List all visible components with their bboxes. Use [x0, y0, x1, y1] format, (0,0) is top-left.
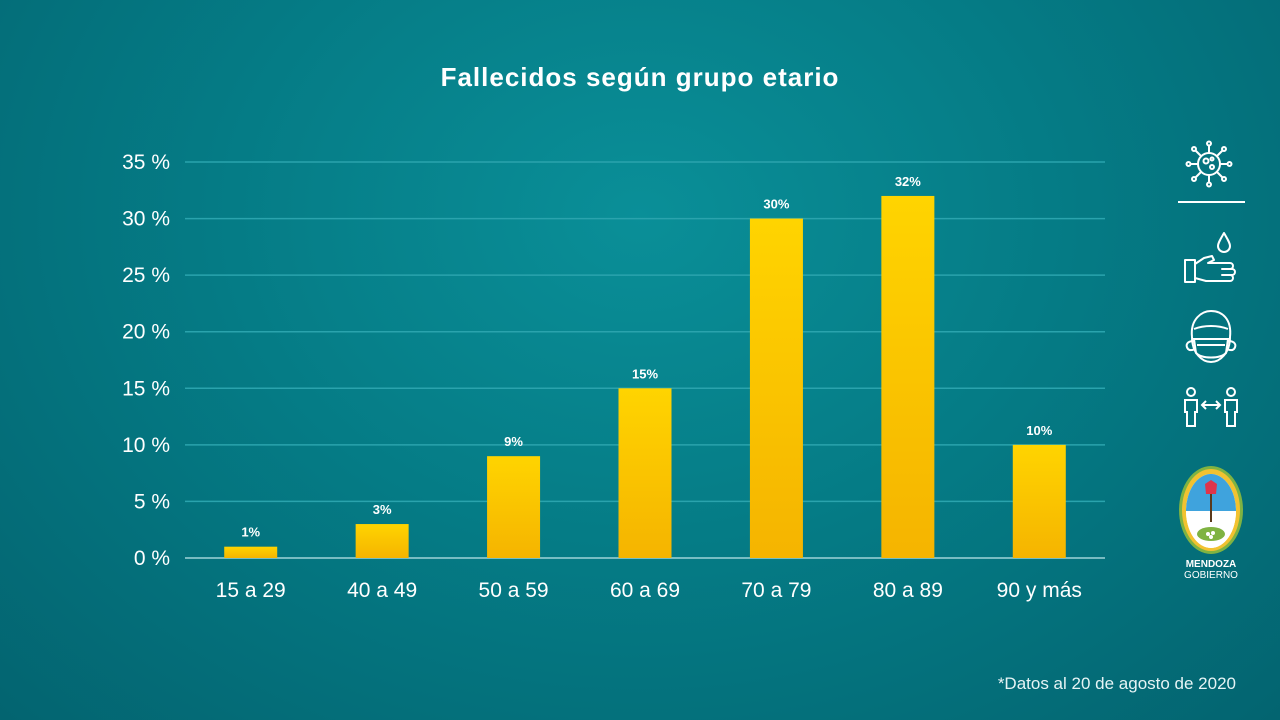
y-tick-label: 35 %: [122, 151, 170, 174]
y-tick-label: 30 %: [122, 208, 170, 231]
bar: [487, 456, 541, 558]
bar: [355, 524, 409, 558]
data-label: 3%: [373, 502, 392, 517]
chart-title: Fallecidos según grupo etario: [440, 62, 840, 92]
bar: [618, 388, 672, 558]
bar: [224, 546, 278, 558]
y-tick-label: 10 %: [122, 434, 170, 457]
x-tick-label: 90 y más: [997, 579, 1082, 602]
social-distance-icon: [1184, 387, 1238, 427]
y-tick-label: 0 %: [134, 547, 170, 570]
y-tick-label: 5 %: [134, 490, 170, 513]
logo-line1: MENDOZA: [1185, 559, 1237, 570]
data-label: 15%: [632, 366, 658, 381]
bar: [749, 218, 803, 559]
virus-icon: [1185, 140, 1233, 188]
data-label: 32%: [895, 174, 921, 189]
bar: [881, 195, 935, 558]
bars: [224, 195, 1066, 559]
handwash-icon: [1184, 232, 1236, 283]
logo-text: MENDOZA GOBIERNO: [1174, 559, 1248, 581]
x-tick-label: 80 a 89: [873, 579, 943, 602]
icon-divider: [1178, 201, 1245, 203]
data-label: 1%: [241, 525, 260, 540]
footnote: *Datos al 20 de agosto de 2020: [997, 674, 1236, 693]
x-tick-label: 15 a 29: [216, 579, 286, 602]
x-tick-label: 70 a 79: [741, 579, 811, 602]
data-label: 9%: [504, 434, 523, 449]
x-tick-label: 40 a 49: [347, 579, 417, 602]
x-tick-label: 60 a 69: [610, 579, 680, 602]
labels: 0 % 5 % 10 % 15 % 20 % 25 % 30 % 35 % 1% 15 a 29 3…: [122, 151, 1082, 602]
data-label: 10%: [1026, 423, 1052, 438]
logo-line2: GOBIERNO: [1184, 570, 1238, 581]
face-mask-icon: [1185, 309, 1237, 364]
mendoza-shield-logo: [1179, 466, 1243, 554]
y-tick-label: 25 %: [122, 264, 170, 287]
y-tick-label: 15 %: [122, 377, 170, 400]
x-tick-label: 50 a 59: [479, 579, 549, 602]
data-label: 30%: [763, 197, 789, 212]
bar: [1012, 444, 1066, 558]
y-tick-label: 20 %: [122, 321, 170, 344]
